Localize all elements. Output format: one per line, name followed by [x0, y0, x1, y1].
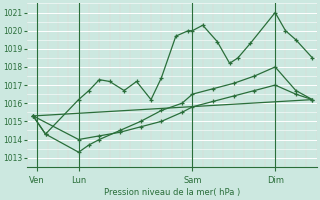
X-axis label: Pression niveau de la mer( hPa ): Pression niveau de la mer( hPa ): [104, 188, 240, 197]
